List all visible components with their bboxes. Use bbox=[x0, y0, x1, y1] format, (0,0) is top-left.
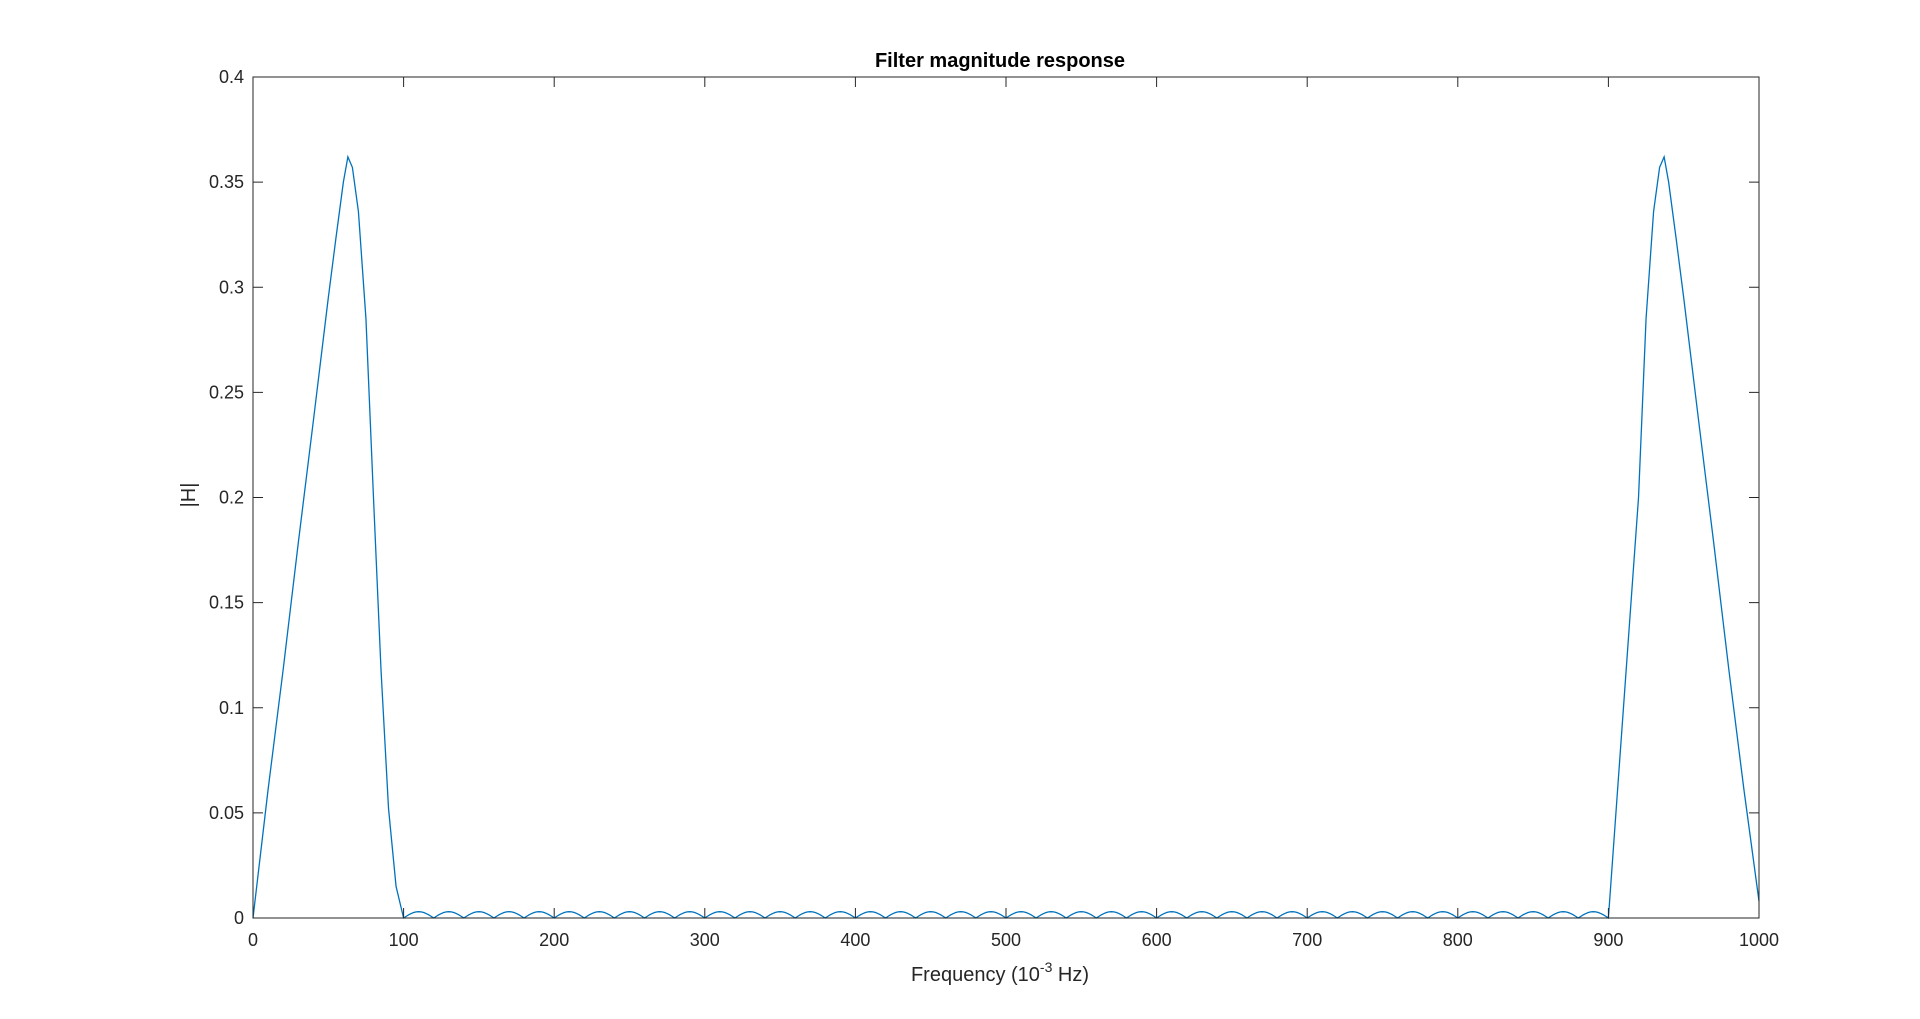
x-tick-label: 500 bbox=[991, 930, 1021, 950]
y-tick-label: 0.25 bbox=[209, 382, 244, 402]
x-tick-label: 400 bbox=[840, 930, 870, 950]
x-tick-label: 1000 bbox=[1739, 930, 1779, 950]
x-tick-label: 800 bbox=[1443, 930, 1473, 950]
x-axis-label-base: Frequency (10 bbox=[911, 964, 1040, 986]
x-tick-label: 700 bbox=[1292, 930, 1322, 950]
y-tick-label: 0.4 bbox=[219, 67, 244, 87]
x-tick-label: 900 bbox=[1593, 930, 1623, 950]
x-axis-label-unit: Hz) bbox=[1052, 964, 1089, 986]
x-tick-label: 600 bbox=[1142, 930, 1172, 950]
y-tick-label: 0.05 bbox=[209, 803, 244, 823]
y-tick-label: 0.2 bbox=[219, 488, 244, 508]
chart-title: Filter magnitude response bbox=[875, 50, 1125, 72]
x-axis-label: Frequency (10-3 Hz) bbox=[911, 959, 1089, 986]
x-tick-label: 0 bbox=[248, 930, 258, 950]
y-tick-label: 0.1 bbox=[219, 698, 244, 718]
y-axis: 0 0.05 0.1 0.15 0.2 0.25 0.3 0.35 0.4 bbox=[209, 67, 1759, 928]
x-tick-label: 200 bbox=[539, 930, 569, 950]
y-tick-label: 0.35 bbox=[209, 172, 244, 192]
x-tick-label: 100 bbox=[389, 930, 419, 950]
y-tick-label: 0.3 bbox=[219, 277, 244, 297]
x-axis: 0 100 200 300 400 500 600 700 800 900 1000 bbox=[248, 77, 1779, 950]
x-axis-label-exponent: -3 bbox=[1040, 959, 1053, 975]
y-tick-label: 0.15 bbox=[209, 593, 244, 613]
x-tick-label: 300 bbox=[690, 930, 720, 950]
y-tick-label: 0 bbox=[234, 908, 244, 928]
y-axis-label: |H| bbox=[178, 483, 200, 508]
